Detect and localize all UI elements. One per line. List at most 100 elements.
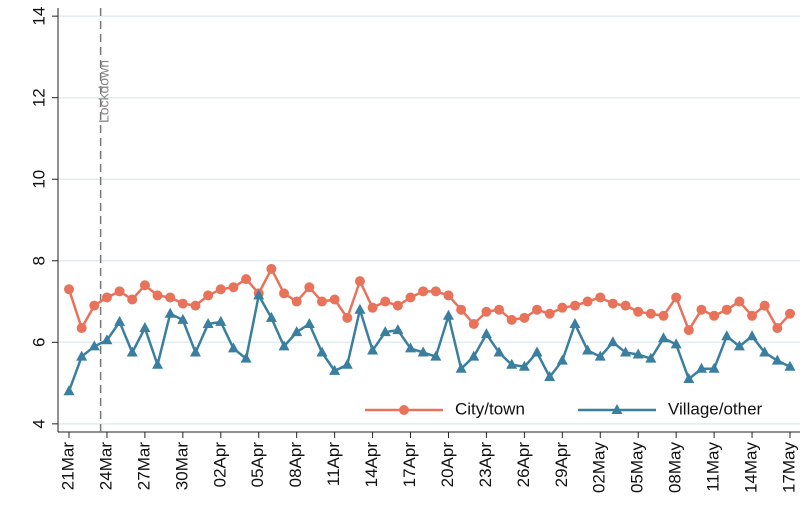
series-line: [67, 291, 791, 392]
point: [582, 344, 594, 355]
legend-label: Village/other: [668, 399, 763, 418]
point: [632, 348, 644, 359]
point: [392, 324, 404, 335]
point: [493, 346, 505, 357]
point: [747, 310, 758, 321]
point: [64, 284, 74, 295]
point: [279, 288, 290, 299]
point: [88, 340, 100, 351]
point: [607, 298, 618, 309]
point: [215, 284, 226, 295]
point: [569, 317, 581, 328]
point: [139, 322, 151, 333]
x-tick-label: 17Apr: [400, 442, 419, 488]
point: [241, 274, 252, 285]
x-tick-label: 14Apr: [362, 442, 381, 488]
point: [392, 300, 403, 311]
point: [76, 323, 87, 334]
point: [354, 303, 366, 314]
x-tick-label: 05Apr: [248, 442, 267, 488]
x-tick-label: 21Mar: [58, 442, 77, 491]
point: [658, 310, 669, 321]
point: [265, 311, 277, 322]
point: [227, 342, 239, 353]
point: [759, 300, 770, 311]
point: [721, 330, 733, 341]
point: [569, 300, 580, 311]
point: [228, 282, 239, 293]
point: [468, 350, 480, 361]
lockdown-label: Lockdown: [95, 60, 111, 123]
point: [101, 292, 112, 303]
point: [518, 360, 530, 371]
point: [240, 352, 252, 363]
point: [481, 306, 492, 317]
point: [303, 317, 315, 328]
point: [557, 302, 568, 313]
point: [772, 323, 783, 334]
y-tick-label: 4: [29, 419, 48, 428]
point: [734, 296, 745, 307]
point: [278, 340, 290, 351]
series-line: [67, 266, 791, 333]
point: [367, 344, 379, 355]
legend-label: City/town: [455, 399, 525, 418]
point: [164, 307, 176, 318]
point: [152, 290, 163, 301]
point: [430, 286, 441, 297]
point: [620, 346, 632, 357]
point: [746, 330, 758, 341]
point: [456, 304, 467, 315]
point: [405, 342, 417, 353]
point: [785, 308, 795, 319]
point: [670, 338, 682, 349]
point: [101, 334, 113, 345]
point: [304, 282, 315, 293]
x-tick-label: 02May: [590, 442, 609, 494]
point: [544, 308, 555, 319]
point: [367, 302, 378, 313]
point: [645, 308, 656, 319]
point: [532, 304, 543, 315]
point: [380, 296, 391, 307]
point: [316, 296, 327, 307]
point: [76, 350, 88, 361]
x-tick-label: 08Apr: [286, 442, 305, 488]
point: [126, 346, 138, 357]
x-tick-label: 11May: [704, 442, 723, 492]
point: [695, 362, 707, 373]
point: [442, 309, 454, 320]
point: [480, 328, 492, 339]
point: [89, 300, 100, 311]
point: [709, 310, 720, 321]
point: [683, 325, 694, 336]
legend-marker: [399, 405, 409, 415]
y-tick-label: 10: [29, 170, 48, 189]
point: [114, 315, 126, 326]
point: [316, 346, 328, 357]
legend: City/town Village/other: [365, 399, 763, 418]
point: [468, 318, 479, 329]
x-tick-label: 29Apr: [552, 442, 571, 488]
point: [645, 352, 657, 363]
x-tick-label: 24Mar: [96, 442, 115, 491]
point: [354, 276, 365, 287]
point: [696, 304, 707, 315]
point: [556, 354, 568, 365]
point: [165, 292, 176, 303]
x-tick-label: 08May: [666, 442, 685, 494]
x-tick-label: 30Mar: [172, 442, 191, 491]
point: [202, 317, 214, 328]
point: [506, 314, 517, 325]
point: [215, 315, 227, 326]
y-tick-label: 14: [29, 7, 48, 26]
x-tick-label: 05May: [628, 442, 647, 494]
point: [594, 350, 606, 361]
point: [139, 280, 150, 291]
x-tick-label: 17May: [779, 442, 798, 494]
point: [266, 263, 277, 274]
y-tick-label: 12: [29, 88, 48, 107]
y-tick-label: 6: [29, 338, 48, 347]
point: [190, 300, 201, 311]
